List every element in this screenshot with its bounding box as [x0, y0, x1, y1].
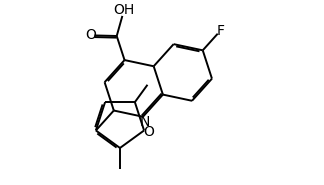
Text: OH: OH	[113, 3, 135, 17]
Text: N: N	[139, 115, 150, 129]
Text: F: F	[216, 24, 224, 38]
Text: O: O	[144, 125, 155, 139]
Text: O: O	[85, 28, 96, 42]
